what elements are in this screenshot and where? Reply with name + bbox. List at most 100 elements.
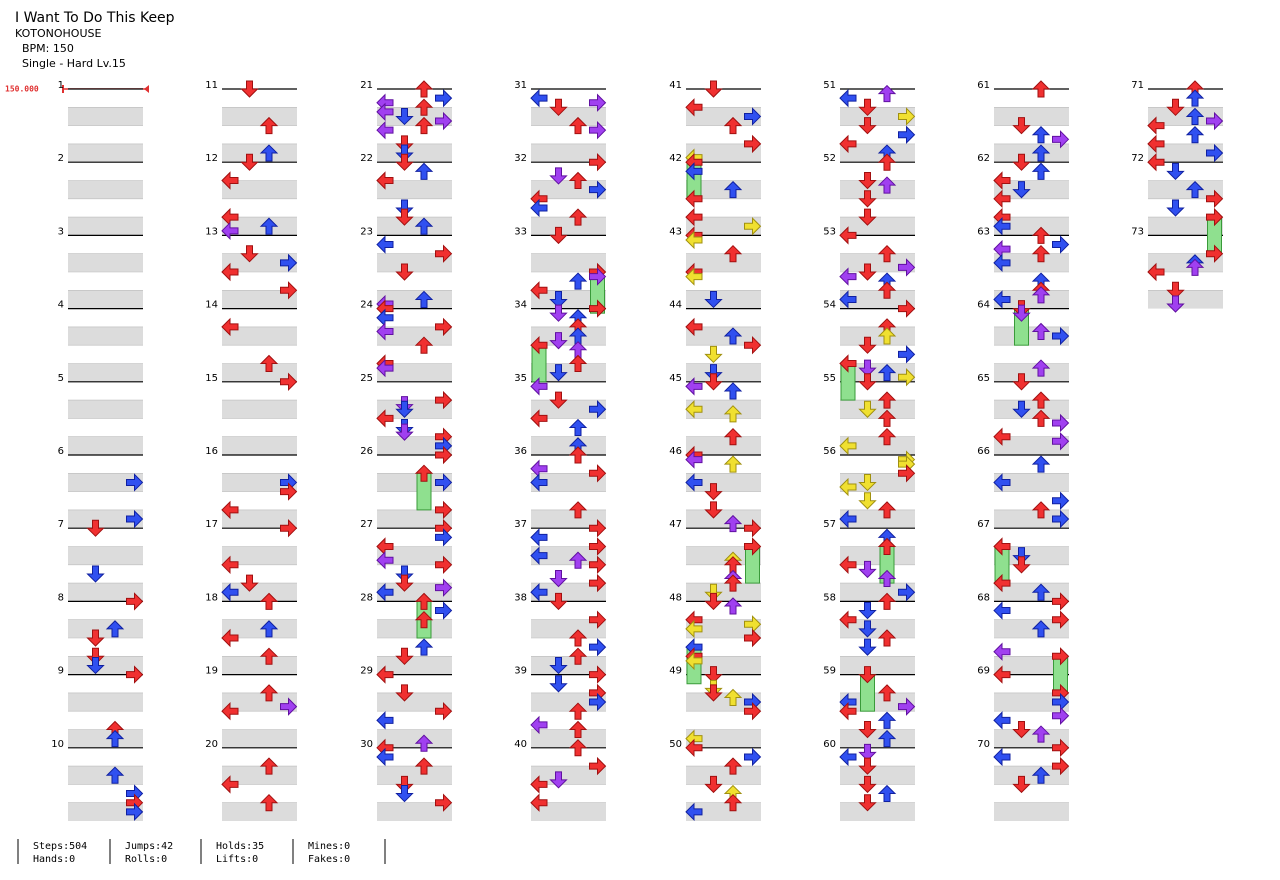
beat-band — [377, 766, 452, 785]
arrow-shape — [589, 518, 607, 538]
beat-band — [68, 235, 143, 254]
beat-band — [686, 638, 761, 657]
note-arrow — [898, 697, 916, 716]
note-arrow — [259, 684, 279, 702]
beat-band — [840, 198, 915, 218]
arrow-shape — [435, 578, 453, 597]
measure-number: 22 — [360, 153, 373, 164]
arrow-shape — [723, 574, 743, 592]
beat-band — [68, 473, 143, 492]
beat-band — [222, 418, 297, 437]
beat-band — [840, 692, 915, 712]
note-arrow — [530, 473, 548, 492]
beat-band — [686, 290, 761, 309]
measure-number: 8 — [58, 592, 64, 603]
arrow-shape — [704, 345, 723, 364]
beat-band — [531, 363, 606, 382]
arrow-shape — [685, 473, 703, 492]
beat-band — [222, 217, 297, 236]
arrow-shape — [414, 336, 434, 354]
note-arrow — [376, 120, 394, 140]
arrow-shape — [723, 455, 743, 473]
beat-band — [377, 638, 452, 657]
note-arrow — [589, 518, 607, 538]
note-arrow — [723, 688, 743, 706]
beat-band — [222, 711, 297, 730]
note-arrow — [259, 592, 279, 610]
note-arrow — [1052, 432, 1070, 451]
arrow-shape — [1166, 281, 1185, 300]
note-arrow — [877, 244, 897, 263]
note-arrow — [877, 84, 897, 103]
arrow-shape — [530, 88, 548, 108]
arrow-shape — [589, 400, 607, 419]
beat-band — [686, 125, 761, 144]
beat-band — [531, 89, 606, 108]
note-arrow — [993, 747, 1011, 767]
arrow-shape — [568, 647, 588, 665]
measure-number: 72 — [1131, 153, 1144, 164]
note-arrow — [221, 583, 239, 602]
beat-band — [840, 491, 915, 510]
beat-band — [994, 455, 1069, 474]
note-arrow — [589, 267, 607, 286]
arrow-shape — [993, 537, 1011, 556]
note-arrow — [568, 418, 588, 437]
arrow-shape — [568, 501, 588, 519]
arrow-shape — [877, 391, 897, 409]
arrow-shape — [1052, 130, 1070, 149]
arrow-shape — [993, 747, 1011, 767]
note-arrow — [530, 281, 548, 300]
note-arrow — [839, 267, 857, 286]
beat-band — [222, 162, 297, 181]
beat-band — [222, 436, 297, 455]
beat-band — [686, 308, 761, 327]
note-arrow — [530, 377, 548, 396]
arrow-shape — [376, 747, 394, 767]
beat-band — [377, 290, 452, 309]
arrow-shape — [1052, 738, 1070, 758]
arrow-shape — [395, 400, 414, 418]
beat-band — [377, 692, 452, 712]
beat-band — [68, 345, 143, 364]
note-arrow — [1031, 583, 1051, 601]
arrow-shape — [549, 290, 568, 309]
note-arrow — [1052, 235, 1070, 254]
bpm-tick — [144, 85, 149, 93]
note-arrow — [86, 629, 105, 647]
arrow-shape — [435, 111, 453, 131]
arrow-shape — [395, 684, 414, 702]
beat-band — [68, 692, 143, 712]
note-arrow — [240, 574, 259, 592]
arrow-shape — [414, 98, 434, 116]
arrow-shape — [1166, 199, 1185, 217]
arrow-shape — [858, 190, 877, 208]
note-arrow — [898, 258, 916, 277]
note-arrow — [1166, 162, 1185, 181]
note-arrow — [1012, 547, 1031, 565]
arrow-shape — [1012, 373, 1031, 391]
beat-band — [222, 363, 297, 382]
note-arrow — [414, 116, 434, 135]
note-arrow — [858, 721, 877, 739]
beat-band — [531, 217, 606, 236]
note-arrow — [898, 299, 916, 318]
note-arrow — [704, 345, 723, 364]
note-arrow — [723, 574, 743, 592]
beat-band — [686, 692, 761, 712]
note-arrow — [1206, 189, 1224, 209]
beat-band — [840, 143, 915, 163]
arrow-shape — [530, 198, 548, 218]
note-arrow — [898, 107, 916, 126]
arrow-shape — [685, 619, 703, 639]
note-arrow — [1031, 725, 1051, 743]
note-arrow — [568, 116, 588, 135]
arrow-shape — [877, 327, 897, 345]
arrow-shape — [280, 482, 298, 501]
beat-band — [686, 564, 761, 584]
arrow-shape — [126, 509, 144, 529]
note-arrow — [898, 125, 916, 144]
arrow-shape — [221, 701, 239, 721]
note-arrow — [858, 602, 877, 620]
